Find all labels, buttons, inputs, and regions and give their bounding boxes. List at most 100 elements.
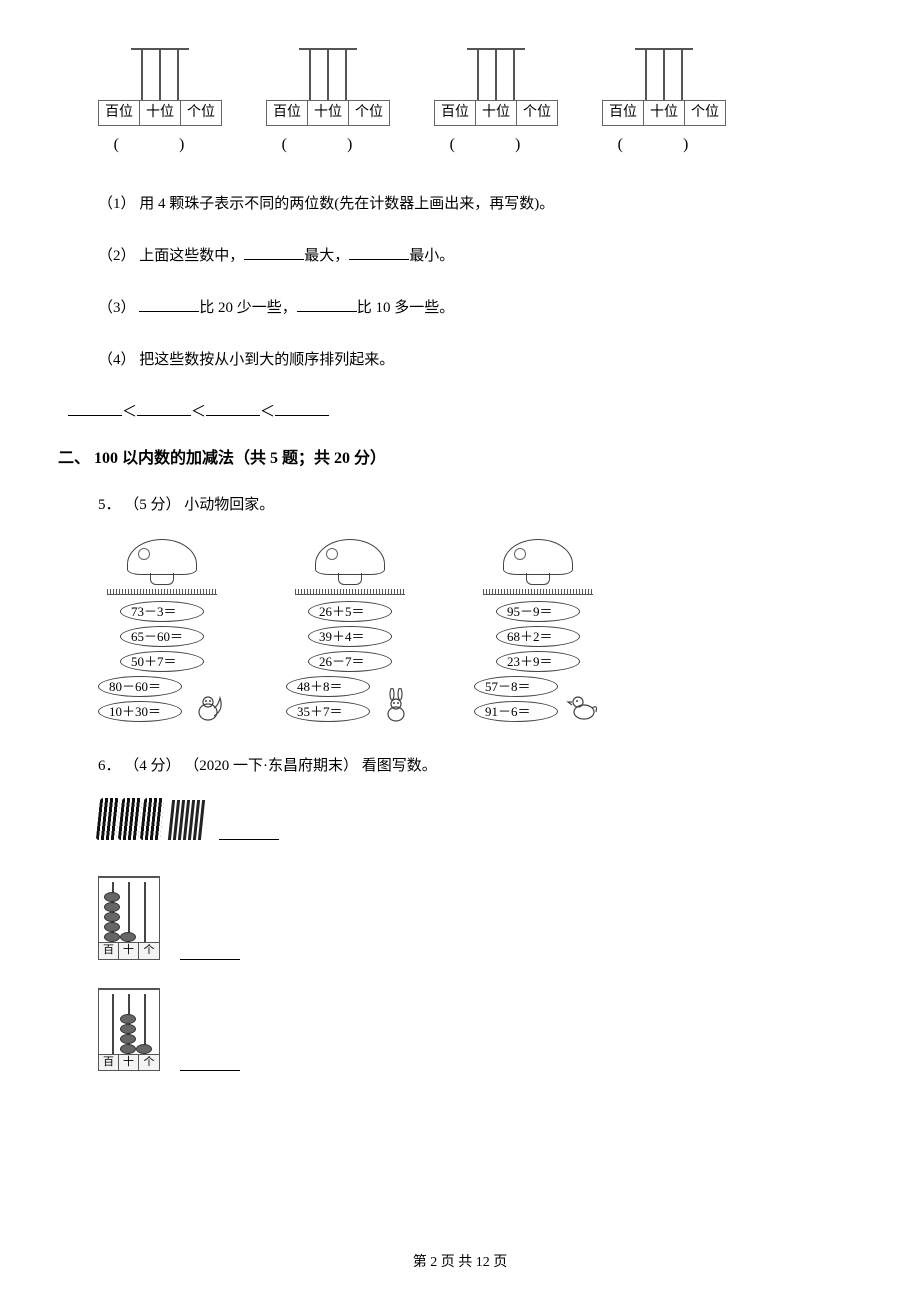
mini-label-bai: 百 — [99, 1055, 119, 1070]
label-bai: 百位 — [603, 101, 644, 125]
mushroom-icon — [490, 537, 586, 585]
q5-num: 5． — [98, 497, 121, 513]
equation: 91－6＝ — [474, 701, 558, 722]
section-2-heading: 二、 100 以内数的加减法（共 5 题；共 20 分） — [58, 446, 832, 472]
question-3: （3） 比 20 少一些， 比 10 多一些。 — [88, 296, 832, 320]
question-1: （1） 用 4 颗珠子表示不同的两位数(先在计数器上画出来，再写数)。 — [88, 192, 832, 216]
squirrel-icon — [190, 688, 226, 724]
q5-text: 小动物回家。 — [184, 497, 274, 513]
grass-icon — [107, 589, 217, 595]
label-shi: 十位 — [476, 101, 517, 125]
q6-src: （2020 一下·东昌府期末） — [184, 758, 358, 774]
q2-blank-2[interactable] — [349, 245, 409, 260]
lt-1: ＜ — [122, 404, 137, 420]
q3-blank-2[interactable] — [297, 297, 357, 312]
footer-total: 12 — [476, 1255, 490, 1270]
animals-figure: 73－3＝ 65－60＝ 50＋7＝ 80－60＝ 10＋30＝ 26＋5＝ 3… — [88, 537, 832, 724]
equation: 65－60＝ — [120, 626, 204, 647]
q6-num: 6． — [98, 758, 121, 774]
footer-mid: 页 共 — [437, 1255, 476, 1270]
label-ge: 个位 — [517, 101, 557, 125]
tally-sticks — [98, 798, 203, 840]
order-blank-3[interactable] — [206, 401, 260, 416]
q2-num: （2） — [98, 248, 136, 264]
equation: 10＋30＝ — [98, 701, 182, 722]
tally-answer-blank[interactable] — [219, 839, 279, 840]
lt-2: ＜ — [191, 404, 206, 420]
q3-mid1: 比 20 少一些， — [199, 300, 297, 316]
question-4: （4） 把这些数按从小到大的顺序排列起来。 — [88, 348, 832, 372]
animal-col-3: 95－9＝ 68＋2＝ 23＋9＝ 57－8＝ 91－6＝ — [474, 537, 602, 724]
equation: 68＋2＝ — [496, 626, 580, 647]
label-shi: 十位 — [308, 101, 349, 125]
rod-shi — [128, 994, 130, 1054]
abacus-answer[interactable]: ( ) — [108, 132, 213, 158]
label-ge: 个位 — [685, 101, 725, 125]
order-blank-4[interactable] — [275, 401, 329, 416]
mini-abacus-a: 百 十 个 — [88, 876, 832, 959]
rabbit-icon — [378, 688, 414, 724]
mini-label-ge: 个 — [139, 1055, 159, 1070]
animal-col-1: 73－3＝ 65－60＝ 50＋7＝ 80－60＝ 10＋30＝ — [98, 537, 226, 724]
page-footer: 第 2 页 共 12 页 — [0, 1252, 920, 1274]
abacus-2: 百位 十位 个位 ( ) — [266, 50, 390, 158]
abacus-answer[interactable]: ( ) — [444, 132, 549, 158]
equation: 35＋7＝ — [286, 701, 370, 722]
abacus-row: 百位 十位 个位 ( ) 百位 十位 个位 ( ) 百位 十位 个位 ( ) 百… — [88, 50, 832, 158]
lt-3: ＜ — [260, 404, 275, 420]
ordering-blanks: ＜ ＜ ＜ — [58, 400, 832, 424]
label-shi: 十位 — [140, 101, 181, 125]
abacus-1: 百位 十位 个位 ( ) — [98, 50, 222, 158]
label-bai: 百位 — [267, 101, 308, 125]
q2-pre: 上面这些数中， — [139, 248, 244, 264]
q4-text: 把这些数按从小到大的顺序排列起来。 — [139, 352, 394, 368]
footer-pre: 第 — [413, 1255, 431, 1270]
rod-ge — [144, 994, 146, 1054]
bundle-icon — [118, 798, 142, 840]
label-ge: 个位 — [349, 101, 389, 125]
rod-bai — [112, 882, 114, 942]
equation: 95－9＝ — [496, 601, 580, 622]
rod-shi — [128, 882, 130, 942]
abacus-labels: 百位 十位 个位 — [98, 100, 222, 126]
abacus-b-answer-blank[interactable] — [180, 1070, 240, 1071]
q3-blank-1[interactable] — [139, 297, 199, 312]
tally-figure — [88, 798, 832, 840]
footer-suf: 页 — [490, 1255, 508, 1270]
abacus-3: 百位 十位 个位 ( ) — [434, 50, 558, 158]
equation: 48＋8＝ — [286, 676, 370, 697]
q2-mid: 最大， — [304, 248, 349, 264]
grass-icon — [295, 589, 405, 595]
q2-blank-1[interactable] — [244, 245, 304, 260]
abacus-answer[interactable]: ( ) — [612, 132, 717, 158]
rod-ge — [144, 882, 146, 942]
q3-mid2: 比 10 多一些。 — [357, 300, 455, 316]
q2-tail: 最小。 — [409, 248, 454, 264]
q4-num: （4） — [98, 352, 136, 368]
q5-pts: （5 分） — [124, 497, 180, 513]
equation: 80－60＝ — [98, 676, 182, 697]
abacus-sticks — [141, 50, 179, 100]
q3-num: （3） — [98, 300, 136, 316]
equation: 50＋7＝ — [120, 651, 204, 672]
bundle-icon — [96, 798, 120, 840]
order-blank-1[interactable] — [68, 401, 122, 416]
rod-bai — [112, 994, 114, 1054]
label-ge: 个位 — [181, 101, 221, 125]
mini-label-shi: 十 — [119, 1055, 139, 1070]
equation: 73－3＝ — [120, 601, 204, 622]
abacus-4: 百位 十位 个位 ( ) — [602, 50, 726, 158]
equation: 26－7＝ — [308, 651, 392, 672]
abacus-a-answer-blank[interactable] — [180, 959, 240, 960]
mushroom-icon — [302, 537, 398, 585]
equation: 26＋5＝ — [308, 601, 392, 622]
q6-text: 看图写数。 — [362, 758, 437, 774]
animal-col-2: 26＋5＝ 39＋4＝ 26－7＝ 48＋8＝ 35＋7＝ — [286, 537, 414, 724]
label-bai: 百位 — [99, 101, 140, 125]
label-bai: 百位 — [435, 101, 476, 125]
label-shi: 十位 — [644, 101, 685, 125]
bundle-icon — [140, 798, 164, 840]
order-blank-2[interactable] — [137, 401, 191, 416]
mini-label-ge: 个 — [139, 943, 159, 958]
abacus-answer[interactable]: ( ) — [276, 132, 381, 158]
